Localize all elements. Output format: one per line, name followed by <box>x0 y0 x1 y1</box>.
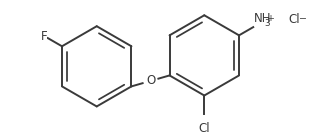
Text: O: O <box>146 74 155 87</box>
Text: NH: NH <box>254 12 271 25</box>
Text: F: F <box>41 30 48 43</box>
Text: Cl: Cl <box>199 122 210 135</box>
Text: −: − <box>299 14 307 23</box>
Text: +: + <box>267 14 275 23</box>
Text: 3: 3 <box>264 19 270 28</box>
Text: Cl: Cl <box>288 13 299 26</box>
